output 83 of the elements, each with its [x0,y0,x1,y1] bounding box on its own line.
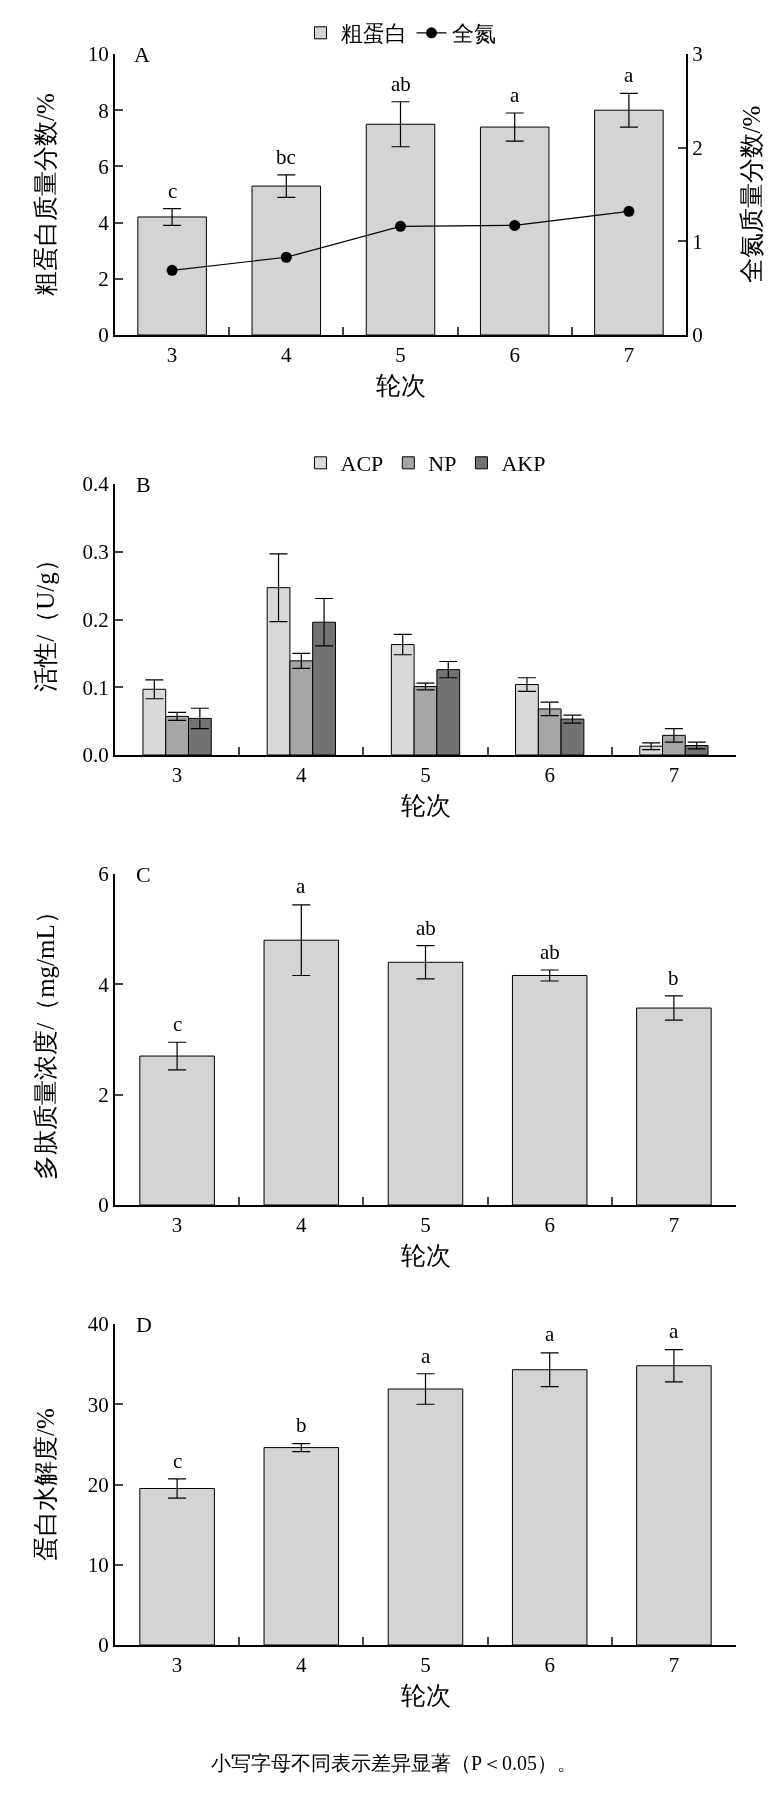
text: 小写字母不同表示差异显著（P＜0.05）。 [211,1752,578,1774]
y-axis-title: 活性/（U/g） [32,547,59,692]
annotation: b [668,966,679,990]
x-axis-title: 轮次 [375,371,426,399]
y-tick-label: 20 [87,1472,109,1497]
x-tick-label: 4 [281,343,293,368]
y-tick-label: 0.0 [82,743,109,768]
x-tick-label: 6 [509,343,520,368]
x-tick-label: 3 [171,763,183,788]
chart-title: C [136,862,151,887]
y-tick-label: 8 [98,98,109,123]
point [509,219,521,231]
chart-title: D [136,1312,152,1337]
point [166,264,178,276]
x-tick-label: 5 [420,1213,431,1238]
y-tick-label: 6 [98,862,109,887]
x-tick-label: 3 [171,1213,183,1238]
x-tick-label: 4 [296,1653,308,1678]
x-tick-label: 7 [623,343,635,368]
y2-axis-title: 全氮质量分数/% [737,105,765,284]
y-tick-label: 30 [87,1392,109,1417]
annotation: a [296,874,306,898]
legend-label: 粗蛋白 [340,21,407,47]
y2-tick-label: 0 [692,323,703,348]
y2-tick-label: 3 [692,42,703,67]
y-tick-label: 0.3 [82,540,109,565]
point [280,251,292,263]
x-tick-label: 5 [395,343,406,368]
x-tick-label: 7 [668,1653,680,1678]
y-tick-label: 0.2 [82,607,109,632]
annotation: a [624,63,634,87]
x-tick-label: 6 [544,763,555,788]
y-tick-label: 10 [87,1553,109,1578]
y-axis-title: 粗蛋白质量分数/% [32,93,59,296]
x-tick-label: 7 [668,1213,680,1238]
y-tick-label: 4 [98,972,110,997]
x-tick-label: 4 [296,1213,308,1238]
x-tick-label: 6 [544,1213,555,1238]
legend-label: 全氮 [451,21,496,47]
annotation: ab [540,940,560,964]
legend-label: AKP [501,451,546,477]
x-tick-label: 3 [171,1653,183,1678]
annotation: ab [391,72,411,96]
x-tick-label: 7 [668,763,680,788]
legend-label: ACP [340,451,384,477]
x-tick-label: 3 [166,343,178,368]
y-tick-label: 6 [98,154,109,179]
x-axis-title: 轮次 [400,1241,451,1269]
annotation: b [296,1413,307,1437]
y-axis-title: 蛋白水解度/% [32,1408,59,1561]
y-tick-label: 40 [87,1312,109,1337]
annotation: a [545,1322,555,1346]
y-tick-label: 10 [87,42,109,67]
y-tick-label: 0 [98,1193,109,1218]
y2-tick-label: 2 [692,136,703,161]
x-tick-label: 4 [296,763,308,788]
chart-title: B [136,472,151,497]
y-axis-title: 多肽质量浓度/（mg/mL） [32,899,59,1180]
point [395,220,406,232]
y-tick-label: 0.4 [82,472,110,497]
x-tick-label: 5 [420,763,431,788]
annotation: c [168,179,178,203]
annotation: c [173,1449,183,1473]
y2-tick-label: 1 [692,229,703,254]
annotation: bc [276,145,296,169]
y-tick-label: 2 [98,1083,109,1108]
x-axis-title: 轮次 [400,1681,451,1709]
annotation: c [173,1012,183,1036]
x-axis-title: 轮次 [400,791,451,819]
annotation: a [510,83,520,107]
y-tick-label: 4 [98,210,110,235]
point [623,205,635,217]
y-tick-label: 2 [98,267,109,292]
y-tick-label: 0.1 [82,675,109,700]
x-tick-label: 5 [420,1653,431,1678]
y-tick-label: 0 [98,1633,109,1658]
annotation: a [669,1319,679,1343]
annotation: a [421,1344,431,1368]
x-tick-label: 6 [544,1653,555,1678]
y-tick-label: 0 [98,323,109,348]
legend-label: NP [428,451,457,477]
chart-title: A [134,42,150,67]
annotation: ab [416,916,436,940]
